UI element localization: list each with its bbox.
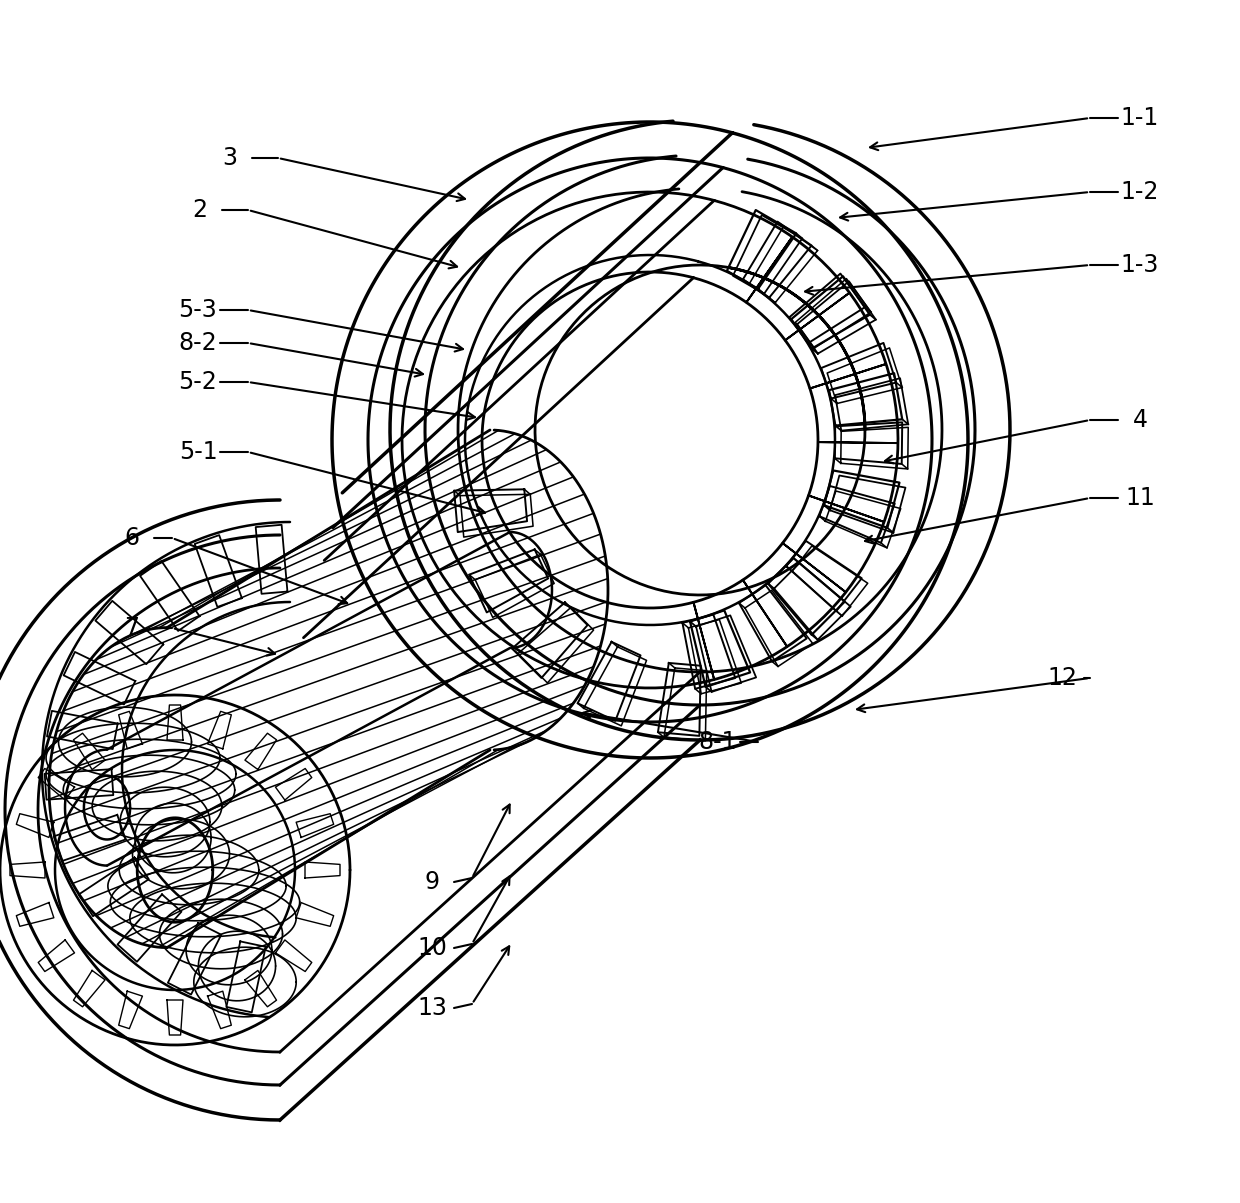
Text: 9: 9 xyxy=(424,870,439,894)
Text: 1-1: 1-1 xyxy=(1121,106,1159,130)
Text: 3: 3 xyxy=(222,146,238,170)
Text: 1-2: 1-2 xyxy=(1121,180,1159,205)
Text: 11: 11 xyxy=(1125,486,1154,510)
Text: 13: 13 xyxy=(417,996,446,1020)
Text: 5-1: 5-1 xyxy=(179,440,217,464)
Text: 5-2: 5-2 xyxy=(179,371,217,395)
Text: 2: 2 xyxy=(192,198,207,223)
Text: 6: 6 xyxy=(124,526,139,550)
Text: 4: 4 xyxy=(1132,408,1147,432)
Text: 5-3: 5-3 xyxy=(179,298,217,322)
Text: 12: 12 xyxy=(1047,666,1076,691)
Text: 10: 10 xyxy=(417,936,446,960)
Text: 1-3: 1-3 xyxy=(1121,253,1159,277)
Text: 8-2: 8-2 xyxy=(179,331,217,355)
Text: 8-1: 8-1 xyxy=(699,730,738,754)
Text: 7: 7 xyxy=(124,616,139,640)
